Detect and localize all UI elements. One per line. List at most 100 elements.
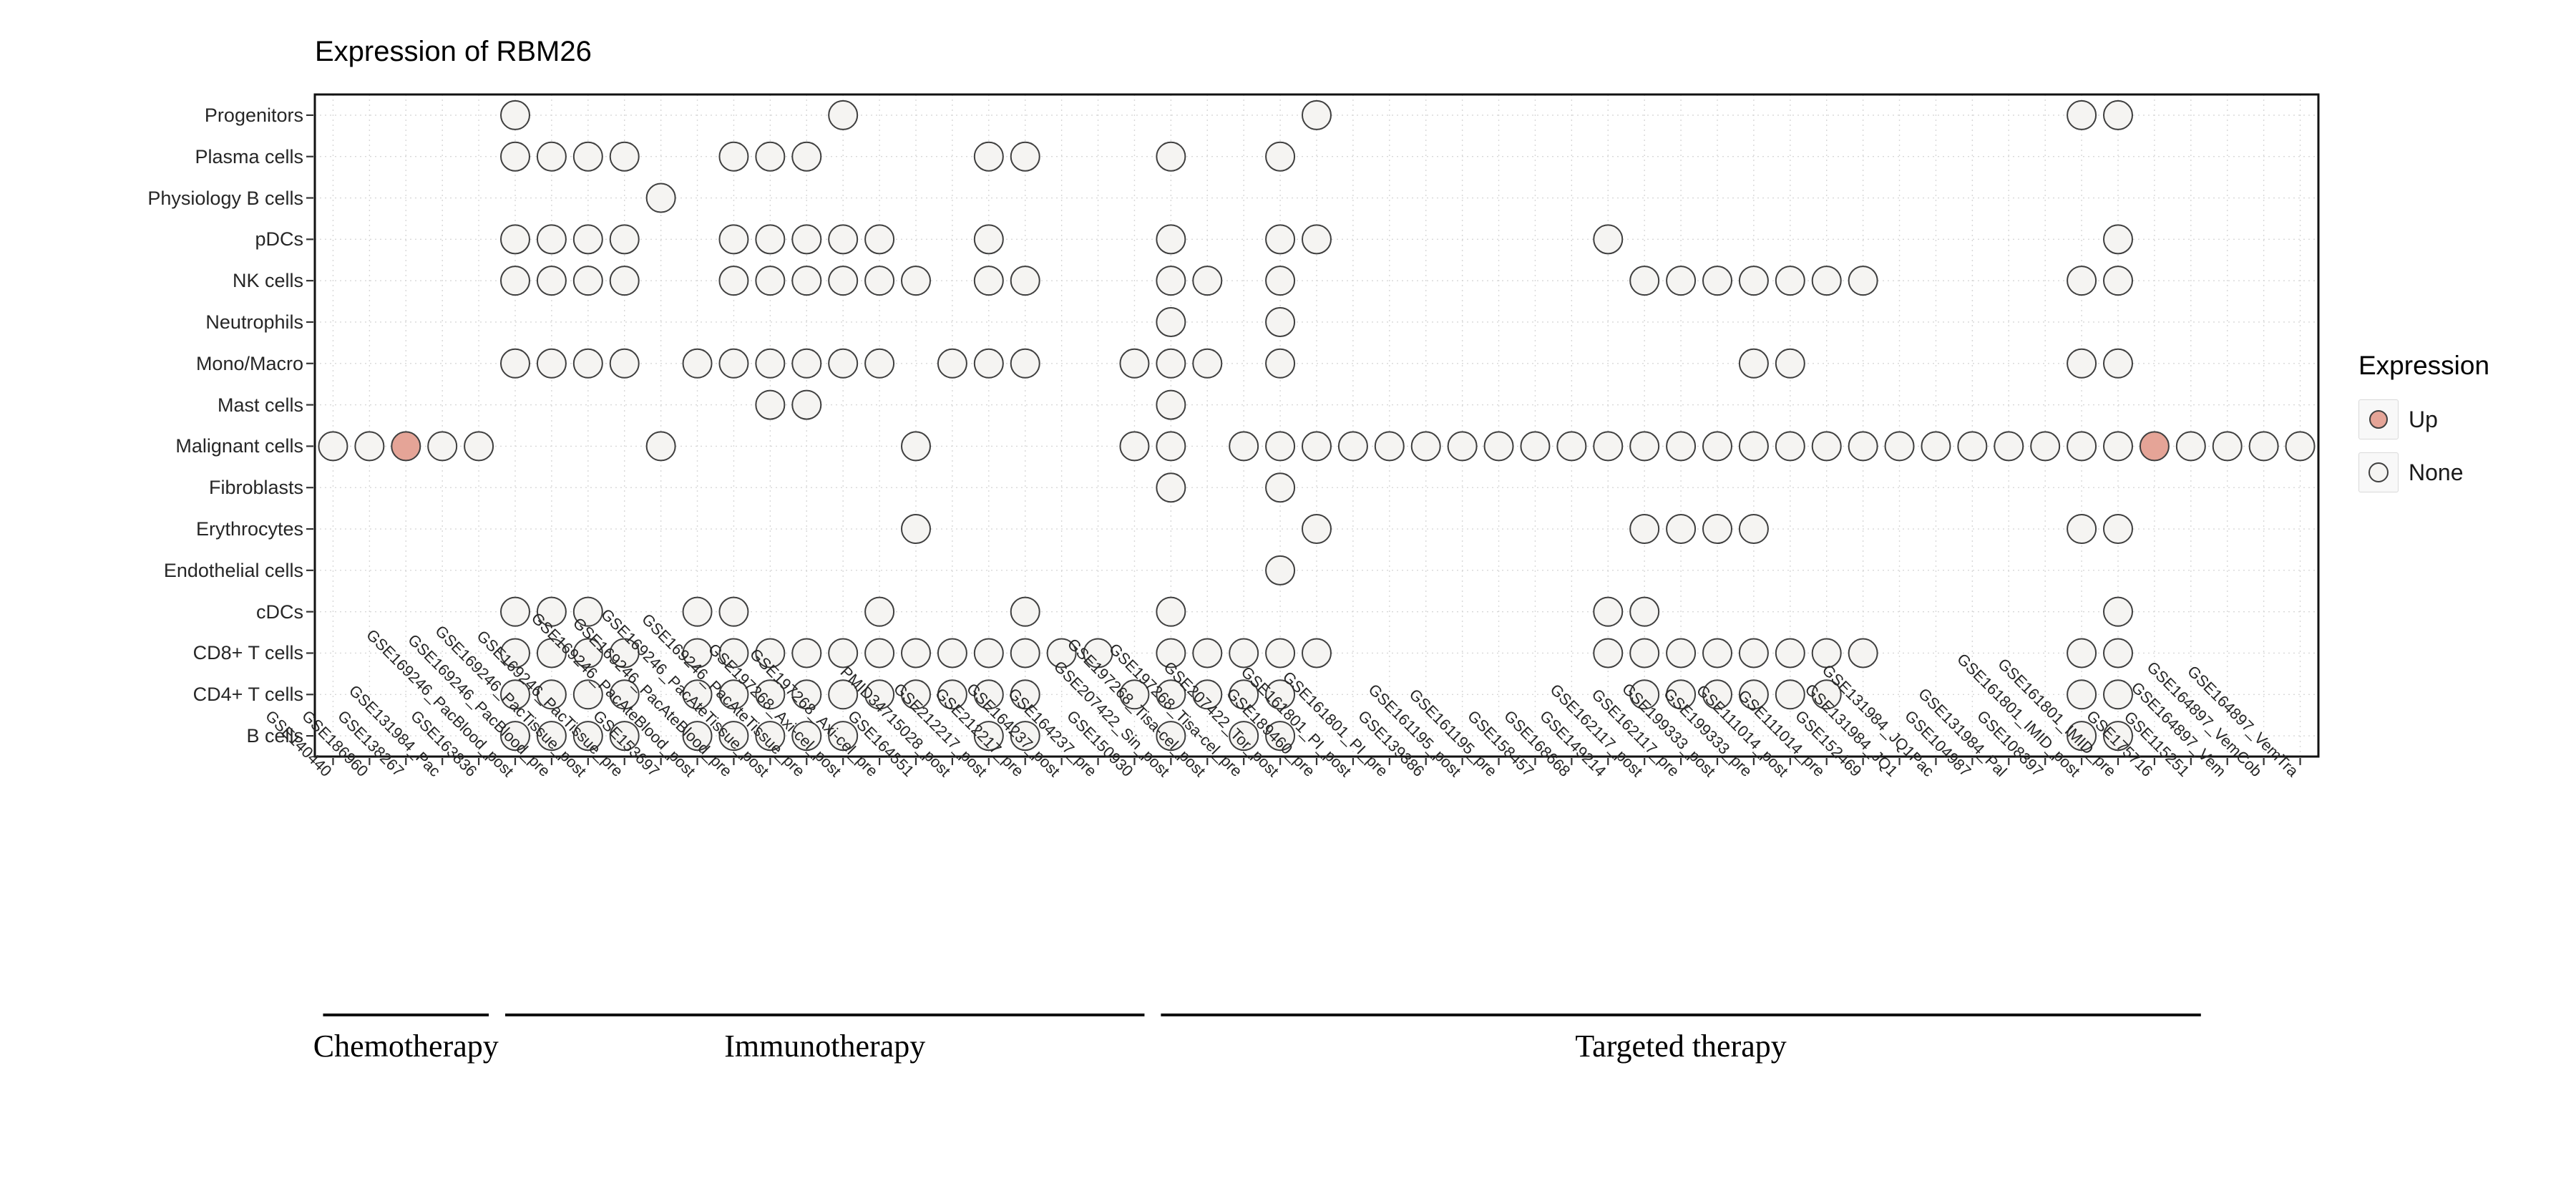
expression-dot	[2067, 431, 2097, 462]
expression-dot	[1848, 266, 1878, 296]
expression-dot	[1702, 638, 1732, 669]
expression-dot	[1229, 679, 1259, 710]
legend-key-up	[2358, 399, 2399, 439]
expression-dot	[864, 596, 895, 627]
expression-dot	[718, 141, 749, 172]
expression-dot	[427, 431, 458, 462]
expression-dot	[609, 266, 640, 296]
expression-dot	[1556, 431, 1587, 462]
expression-dot	[354, 431, 385, 462]
expression-dot	[1156, 472, 1186, 503]
expression-dot	[536, 141, 567, 172]
expression-dot	[1702, 266, 1732, 296]
expression-dot	[1775, 348, 1805, 379]
chart-title: Expression of RBM26	[315, 36, 592, 67]
expression-dot	[1302, 99, 1332, 130]
row-label: Mono/Macro	[195, 352, 303, 374]
none-dot-icon	[2368, 462, 2389, 482]
expression-dot	[973, 266, 1004, 296]
expression-dot	[755, 141, 786, 172]
expression-dot	[1629, 679, 1660, 710]
expression-dot	[1811, 266, 1842, 296]
expression-dot	[1192, 638, 1223, 669]
expression-dot	[609, 224, 640, 255]
expression-dot	[1010, 638, 1040, 669]
expression-dot	[937, 638, 967, 669]
expression-dot	[1702, 431, 1732, 462]
expression-dot	[1702, 514, 1732, 545]
expression-dot	[828, 266, 859, 296]
expression-dot	[2212, 431, 2243, 462]
expression-dot	[2103, 721, 2133, 752]
expression-dot	[1629, 638, 1660, 669]
expression-dot	[682, 638, 713, 669]
row-label: CD8+ T cells	[192, 642, 303, 664]
expression-dot	[1010, 141, 1040, 172]
expression-dot	[1738, 679, 1769, 710]
expression-dot	[718, 679, 749, 710]
expression-dot	[1738, 266, 1769, 296]
expression-dot	[901, 266, 931, 296]
expression-dot	[864, 638, 895, 669]
expression-dot	[973, 721, 1004, 752]
expression-dot	[500, 721, 530, 752]
row-label: Plasma cells	[195, 145, 303, 167]
row-label: pDCs	[255, 228, 303, 251]
expression-dot	[682, 721, 713, 752]
expression-dot	[1192, 266, 1223, 296]
expression-dot	[2067, 348, 2097, 379]
expression-dot	[1738, 638, 1769, 669]
expression-dot	[791, 266, 822, 296]
expression-dot	[682, 679, 713, 710]
expression-dot	[1848, 431, 1878, 462]
expression-dot	[937, 348, 967, 379]
expression-dot	[2103, 431, 2133, 462]
row-label: Progenitors	[204, 104, 303, 126]
expression-dot	[609, 348, 640, 379]
expression-dot	[1302, 514, 1332, 545]
expression-dot	[1265, 721, 1296, 752]
expression-dot	[2103, 679, 2133, 710]
expression-dot	[536, 679, 567, 710]
expression-dot	[2067, 514, 2097, 545]
expression-dot	[1302, 638, 1332, 669]
expression-dot	[1265, 472, 1296, 503]
expression-dot	[828, 679, 859, 710]
expression-dot	[755, 266, 786, 296]
row-label: Neutrophils	[205, 311, 303, 333]
expression-dot	[1811, 679, 1842, 710]
expression-dot	[645, 183, 676, 213]
up-dot-glyph	[2369, 410, 2388, 429]
expression-dot	[1083, 638, 1113, 669]
expression-dot	[755, 389, 786, 420]
panel-border	[313, 93, 2320, 758]
legend-item-up: Up	[2358, 399, 2489, 439]
expression-dot	[1192, 679, 1223, 710]
row-label: Physiology B cells	[147, 187, 303, 209]
expression-dot	[1775, 679, 1805, 710]
expression-dot	[718, 224, 749, 255]
expression-dot	[1302, 431, 1332, 462]
expression-dot	[1666, 679, 1697, 710]
legend-label-up: Up	[2409, 406, 2438, 432]
expression-dot	[1192, 348, 1223, 379]
expression-dot	[1738, 431, 1769, 462]
expression-dot	[864, 224, 895, 255]
legend: Expression Up None	[2358, 351, 2489, 492]
expression-dot	[1374, 431, 1405, 462]
expression-dot	[609, 638, 640, 669]
row-label: Erythrocytes	[195, 518, 303, 540]
legend-items: Up None	[2358, 399, 2489, 492]
expression-dot	[2103, 348, 2133, 379]
expression-dot	[973, 348, 1004, 379]
expression-dot	[1156, 679, 1186, 710]
expression-dot	[1156, 266, 1186, 296]
expression-dot	[791, 389, 822, 420]
expression-dot	[1483, 431, 1514, 462]
expression-dot	[1265, 638, 1296, 669]
expression-dot	[536, 224, 567, 255]
expression-dot	[1666, 431, 1697, 462]
expression-dot	[901, 638, 931, 669]
row-label: Endothelial cells	[163, 559, 303, 581]
expression-dot	[645, 431, 676, 462]
